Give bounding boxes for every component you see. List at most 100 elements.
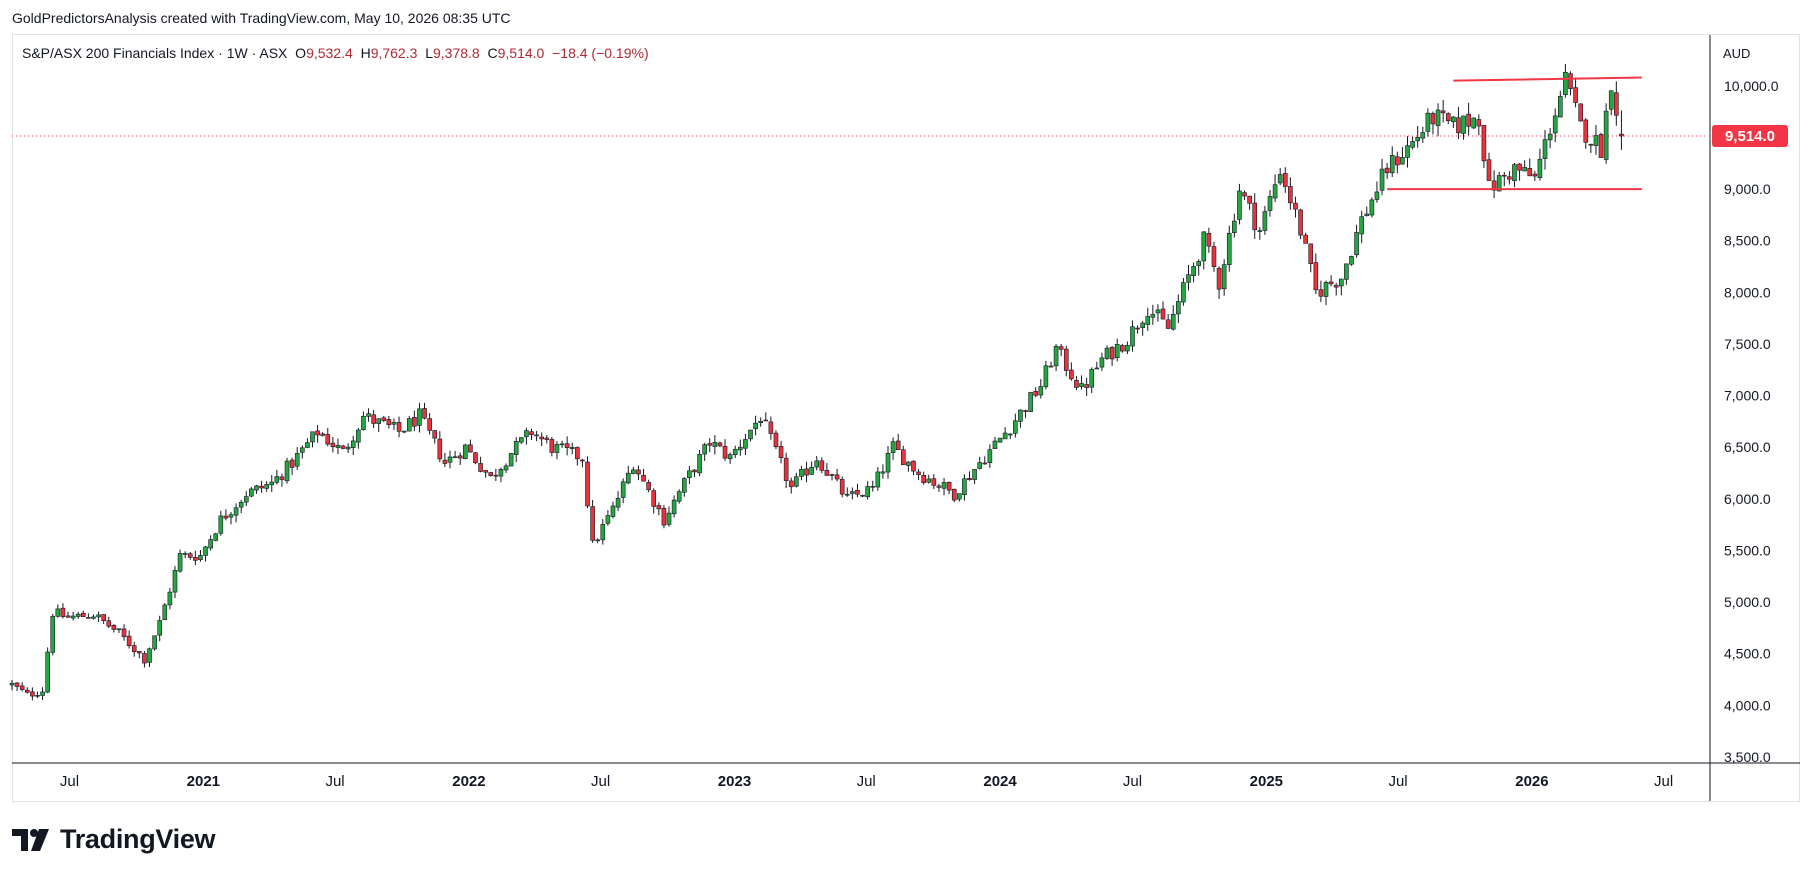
candle-up — [1002, 432, 1008, 440]
candle-up — [198, 555, 203, 560]
candle-up — [1221, 264, 1227, 290]
candle-up — [228, 514, 234, 518]
candle-up — [702, 444, 707, 455]
candle-down — [1456, 117, 1461, 134]
candle-down — [1486, 159, 1492, 181]
candle-up — [957, 493, 962, 500]
candle-down — [86, 617, 91, 619]
candle-up — [1150, 314, 1156, 318]
candle-down — [24, 689, 30, 693]
candle-up — [1007, 433, 1013, 436]
candle-down — [773, 432, 779, 448]
candle-up — [844, 493, 850, 496]
candle-up — [697, 454, 702, 474]
candle-up — [1155, 309, 1161, 314]
candle-up — [1257, 230, 1263, 232]
price-tick-label: 10,000.0 — [1724, 78, 1779, 94]
candle-up — [91, 616, 96, 619]
last-price-badge-group: 9,514.0 — [1712, 124, 1788, 147]
candle-down — [142, 653, 147, 664]
candle-up — [284, 460, 290, 482]
candle-up — [55, 608, 61, 617]
legend-interval[interactable]: 1W — [226, 45, 248, 61]
candle-down — [1293, 202, 1298, 210]
candle-up — [503, 465, 509, 471]
candle-up — [1369, 199, 1375, 216]
candle-down — [1517, 163, 1522, 171]
price-axis[interactable]: 3,500.0 4,000.0 4,500.0 5,000.0 5,500.0 6,000… — [1724, 78, 1779, 765]
legend-symbol-name[interactable]: S&P/ASX 200 Financials Index — [22, 45, 215, 61]
last-price-badge — [1712, 124, 1788, 147]
candle-down — [422, 408, 427, 419]
candle-up — [1552, 115, 1558, 134]
candle-up — [9, 682, 15, 686]
candle-up — [1379, 168, 1385, 191]
chart-frame[interactable] — [12, 34, 1800, 802]
candle-down — [529, 431, 534, 436]
candle-up — [676, 491, 682, 502]
candle-up — [1262, 211, 1268, 231]
candle-up — [294, 453, 300, 467]
candle-down — [585, 461, 590, 507]
candle-up — [1354, 232, 1359, 256]
candle-up — [40, 691, 45, 696]
candle-up — [1130, 326, 1135, 347]
candle-up — [977, 462, 982, 469]
candle-up — [401, 430, 407, 433]
candle-down — [982, 462, 988, 465]
candle-down — [396, 422, 402, 432]
candle-up — [406, 418, 412, 432]
candle-up — [350, 440, 356, 448]
candle-up — [305, 442, 310, 448]
candle-up — [243, 496, 249, 503]
candle-down — [931, 478, 937, 486]
candle-up — [167, 591, 173, 606]
candle-down — [131, 645, 137, 653]
time-tick-label: 2024 — [983, 773, 1017, 790]
candle-down — [636, 469, 641, 475]
candle-up — [1374, 191, 1380, 200]
candle-up — [452, 456, 458, 459]
candle-down — [967, 477, 972, 481]
price-tick-label: 3,500.0 — [1724, 749, 1771, 765]
candle-down — [1573, 87, 1578, 103]
candle-up — [1272, 184, 1278, 199]
price-tick-label: 7,000.0 — [1724, 388, 1771, 404]
candle-up — [595, 539, 601, 542]
candle-up — [1277, 174, 1283, 184]
candle-up — [264, 484, 269, 489]
candle-up — [1400, 157, 1405, 165]
candle-up — [631, 469, 636, 474]
candle-up — [732, 448, 738, 456]
candle-up — [177, 553, 183, 572]
candle-down — [722, 446, 728, 459]
candle-up — [992, 440, 998, 449]
candle-down — [1333, 284, 1339, 288]
candle-down — [30, 691, 35, 697]
candle-up — [513, 441, 519, 455]
candle-up — [1028, 392, 1033, 413]
tradingview-brand[interactable]: TradingView — [12, 824, 216, 855]
candle-down — [478, 463, 483, 472]
candle-up — [152, 635, 157, 650]
candlestick-chart[interactable]: 3,500.0 4,000.0 4,500.0 5,000.0 5,500.0 6,000… — [0, 0, 1814, 810]
candle-down — [839, 478, 845, 495]
candle-down — [1619, 133, 1624, 137]
candle-up — [671, 499, 677, 515]
candle-up — [1043, 365, 1049, 388]
candle-up — [233, 507, 239, 516]
candle-up — [300, 447, 305, 453]
candle-down — [651, 490, 657, 507]
candle-up — [738, 446, 743, 451]
time-axis[interactable]: Jul 2021 Jul 2022 Jul 2023 Jul 2024 Jul 2025 Jul 20… — [60, 773, 1673, 790]
candle-up — [45, 651, 50, 693]
currency-label[interactable]: AUD — [1723, 46, 1751, 61]
candle-up — [1186, 274, 1191, 283]
candle-up — [1104, 347, 1110, 359]
candle-up — [753, 422, 758, 429]
time-tick-label: 2021 — [187, 773, 220, 790]
time-tick-label: Jul — [591, 773, 610, 790]
candle-up — [182, 553, 188, 555]
candle-up — [1323, 282, 1329, 297]
candle-up — [254, 485, 259, 491]
